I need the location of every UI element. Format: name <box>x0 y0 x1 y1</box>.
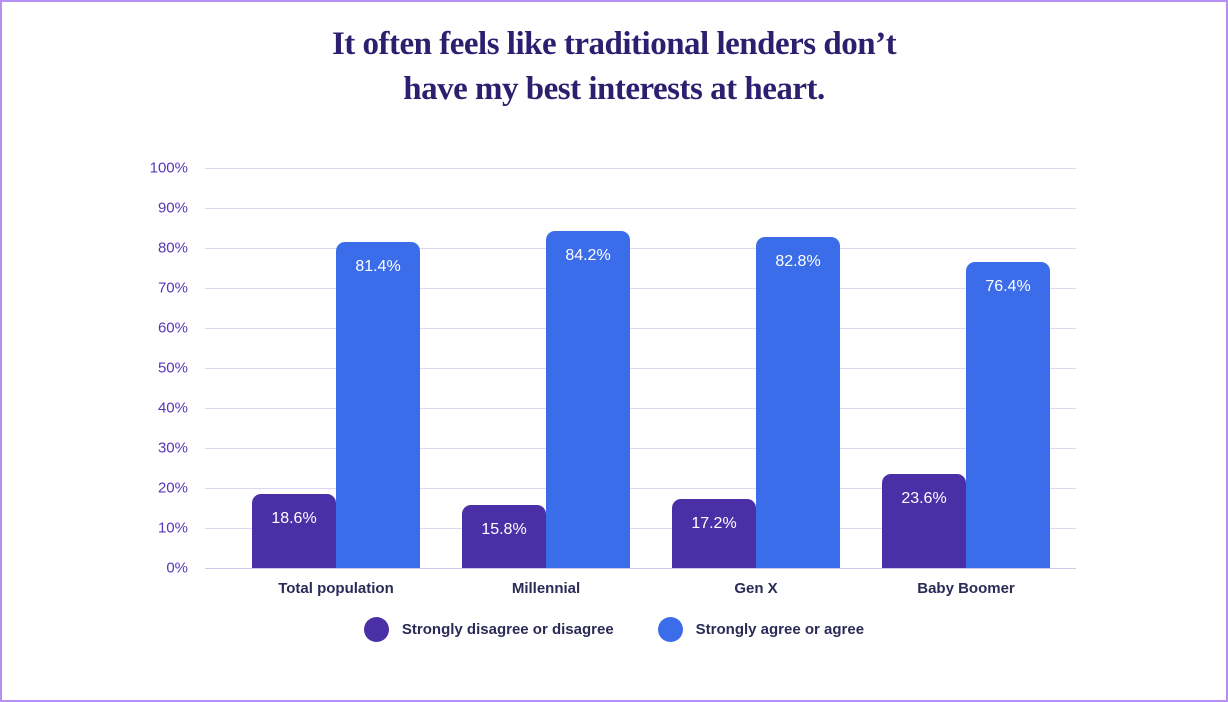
bar-value-label: 82.8% <box>775 252 821 270</box>
y-axis-tick-90%: 90% <box>157 199 188 217</box>
y-axis-tick-70%: 70% <box>157 279 188 297</box>
y-axis-tick-100%: 100% <box>149 159 188 177</box>
legend-item-series2: Strongly agree or agree <box>657 617 865 642</box>
bar-series1-gen-x: 17.2% <box>672 499 756 568</box>
y-axis-tick-50%: 50% <box>157 359 188 377</box>
bar-value-label: 84.2% <box>565 247 611 265</box>
bar-value-label: 23.6% <box>901 489 947 507</box>
y-axis-tick-0%: 0% <box>166 559 188 577</box>
chart-title-line2: have my best interests at heart. <box>403 71 825 107</box>
gridline-20% <box>205 488 1076 489</box>
y-axis-tick-60%: 60% <box>157 319 188 337</box>
y-axis-tick-10%: 10% <box>157 519 188 537</box>
bar-value-label: 81.4% <box>355 258 401 276</box>
bar-series1-baby-boomer: 23.6% <box>882 473 966 568</box>
bar-value-label: 17.2% <box>691 515 737 533</box>
bar-series1-total-population: 18.6% <box>252 493 336 568</box>
bar-series2-gen-x: 82.8% <box>756 236 840 568</box>
chart-legend: Strongly disagree or disagree Strongly ag… <box>0 617 1228 642</box>
bar-series2-millennial: 84.2% <box>546 231 630 568</box>
plot-area: 0% 10% 20% 30% 40% 50% 60% 70% 80% 90% 100% 18.6% 81… <box>150 160 1076 597</box>
bar-value-label: 76.4% <box>985 278 1031 296</box>
bar-series1-millennial: 15.8% <box>462 504 546 568</box>
legend-dot-series2 <box>657 617 683 642</box>
legend-label-series1: Strongly disagree or disagree <box>401 621 614 638</box>
legend-label-series2: Strongly agree or agree <box>695 621 865 638</box>
legend-dot-series1 <box>363 617 389 642</box>
gridline-30% <box>205 448 1076 449</box>
category-label-total-population: Total population <box>278 580 394 597</box>
category-label-baby-boomer: Baby Boomer <box>917 580 1015 597</box>
chart-title: It often feels like traditional lenders … <box>0 22 1228 112</box>
bar-value-label: 15.8% <box>481 520 527 538</box>
gridline-80% <box>205 248 1076 249</box>
category-label-gen-x: Gen X <box>734 580 778 597</box>
bar-value-label: 18.6% <box>271 509 317 527</box>
gridline-40% <box>205 408 1076 409</box>
bar-series2-baby-boomer: 76.4% <box>966 262 1050 568</box>
gridline-0% <box>205 568 1076 569</box>
y-axis-tick-20%: 20% <box>157 479 188 497</box>
legend-item-series1: Strongly disagree or disagree <box>363 617 614 642</box>
y-axis-tick-80%: 80% <box>157 239 188 257</box>
y-axis-tick-40%: 40% <box>157 399 188 417</box>
bar-series2-total-population: 81.4% <box>336 242 420 568</box>
gridline-90% <box>205 208 1076 209</box>
category-label-millennial: Millennial <box>511 580 581 597</box>
gridline-60% <box>205 328 1076 329</box>
chart-title-line1: It often feels like traditional lenders … <box>331 26 897 62</box>
y-axis-tick-30%: 30% <box>157 439 188 457</box>
gridline-50% <box>205 368 1076 369</box>
gridline-100% <box>205 168 1076 169</box>
gridline-10% <box>205 528 1076 529</box>
gridline-70% <box>205 288 1076 289</box>
